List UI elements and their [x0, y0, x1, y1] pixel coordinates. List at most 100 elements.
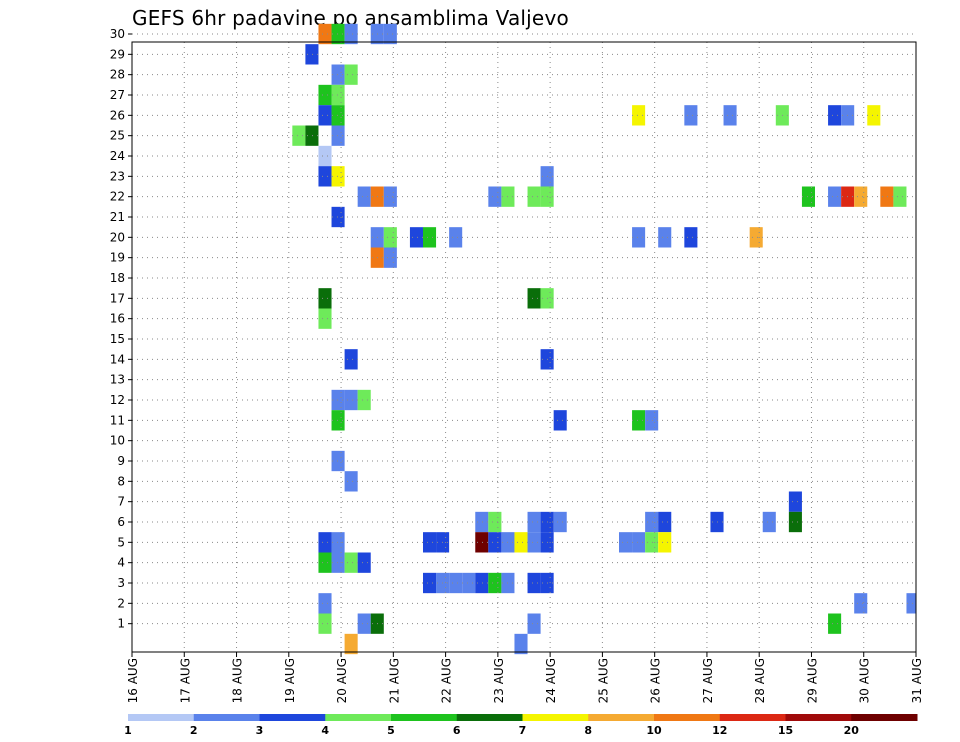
heatmap-cell — [553, 410, 567, 431]
y-tick-label: 10 — [110, 434, 125, 448]
heatmap-cell — [318, 166, 332, 187]
heatmap-cell — [305, 44, 319, 65]
heatmap-cell — [749, 227, 763, 248]
heatmap-cell — [357, 613, 371, 634]
colorbar-swatch — [325, 714, 392, 721]
y-tick-label: 26 — [110, 108, 125, 122]
heatmap-cell — [318, 308, 332, 329]
colorbar-label: 2 — [190, 724, 198, 737]
heatmap-cell — [449, 572, 463, 594]
heatmap-cell — [527, 532, 541, 553]
colorbar-label: 6 — [453, 724, 461, 737]
heatmap-cell — [318, 613, 332, 634]
colorbar-label: 3 — [256, 724, 264, 737]
y-tick-label: 16 — [110, 312, 125, 326]
heatmap-cell — [527, 186, 541, 207]
heatmap-cell — [828, 186, 842, 207]
heatmap-cell — [331, 105, 345, 126]
y-tick-label: 22 — [110, 190, 125, 204]
y-tick-label: 28 — [110, 68, 125, 82]
y-tick-label: 14 — [110, 352, 125, 366]
y-tick-label: 18 — [110, 271, 125, 285]
x-tick-label: 17 AUG — [178, 658, 192, 703]
y-tick-label: 5 — [117, 535, 125, 549]
heatmap-cell — [527, 511, 541, 533]
heatmap-cell — [801, 186, 815, 207]
colorbar-swatch — [719, 714, 786, 721]
colorbar-swatch — [785, 714, 852, 721]
heatmap-cell — [632, 532, 646, 553]
heatmap-cell — [684, 105, 698, 126]
y-tick-label: 30 — [110, 27, 125, 41]
heatmap-cell — [344, 64, 358, 85]
x-tick-label: 20 AUG — [335, 658, 349, 703]
heatmap-cell — [475, 532, 489, 553]
x-tick-label: 16 AUG — [126, 658, 140, 703]
heatmap-cell — [632, 105, 646, 126]
colorbar-swatch — [391, 714, 458, 721]
heatmap-cell — [344, 349, 358, 370]
heatmap-cell — [658, 227, 672, 248]
heatmap-cell — [331, 125, 345, 146]
x-tick-label: 24 AUG — [544, 658, 558, 703]
x-tick-label: 18 AUG — [231, 658, 245, 703]
heatmap-cell — [828, 105, 842, 126]
y-tick-label: 20 — [110, 230, 125, 244]
y-tick-label: 12 — [110, 393, 125, 407]
heatmap-cell — [658, 532, 672, 553]
y-tick-label: 29 — [110, 47, 125, 61]
heatmap-cell — [475, 572, 489, 594]
y-tick-label: 9 — [117, 454, 125, 468]
colorbar-swatch — [588, 714, 655, 721]
colorbar-label: 7 — [519, 724, 527, 737]
heatmap-cell — [383, 23, 397, 45]
heatmap-cell — [788, 491, 802, 512]
x-tick-label: 28 AUG — [753, 658, 767, 703]
y-tick-label: 27 — [110, 88, 125, 102]
heatmap-cell — [331, 64, 345, 85]
heatmap-cell — [632, 410, 646, 431]
heatmap-cell — [318, 145, 332, 167]
x-axis: 16 AUG 17 AUG 18 AUG 19 AUG 20 AUG 21 AUG 22 A… — [126, 652, 924, 703]
heatmap-cell — [462, 572, 476, 594]
y-tick-label: 24 — [110, 149, 125, 163]
x-tick-label: 25 AUG — [596, 658, 610, 703]
y-tick-label: 17 — [110, 291, 125, 305]
heatmap-cell — [423, 532, 437, 553]
colorbar-label: 12 — [712, 724, 727, 737]
heatmap-cell — [514, 532, 528, 553]
x-tick-label: 27 AUG — [701, 658, 715, 703]
y-tick-label: 8 — [117, 474, 125, 488]
x-tick-label: 26 AUG — [649, 658, 663, 703]
heatmap-cell — [423, 572, 437, 594]
heatmap-cell — [684, 227, 698, 248]
colorbar-swatch — [654, 714, 721, 721]
heatmap-cell — [318, 593, 332, 614]
heatmap-cell — [409, 227, 423, 248]
x-tick-label: 23 AUG — [492, 658, 506, 703]
heatmap-cell — [488, 572, 502, 594]
y-tick-label: 3 — [117, 576, 125, 590]
heatmap-cell — [488, 186, 502, 207]
y-tick-label: 23 — [110, 169, 125, 183]
heatmap-cell — [331, 450, 345, 472]
heatmap-cell — [449, 227, 463, 248]
x-tick-label: 19 AUG — [283, 658, 297, 703]
y-tick-label: 25 — [110, 129, 125, 143]
x-tick-label: 29 AUG — [805, 658, 819, 703]
heatmap-cell — [357, 389, 371, 411]
colorbar-swatch — [456, 714, 523, 721]
heatmap-cell — [645, 410, 659, 431]
heatmap-cell — [318, 552, 332, 573]
heatmap-cell — [788, 511, 802, 533]
heatmap-cell — [344, 471, 358, 492]
y-tick-label: 13 — [110, 373, 125, 387]
heatmap-cell — [331, 389, 345, 411]
heatmap-cell — [475, 511, 489, 533]
heatmap-cell — [527, 288, 541, 309]
colorbar-label: 15 — [778, 724, 793, 737]
heatmap-cell — [867, 105, 881, 126]
heatmap-cell — [893, 186, 907, 207]
heatmap-cell — [488, 532, 502, 553]
